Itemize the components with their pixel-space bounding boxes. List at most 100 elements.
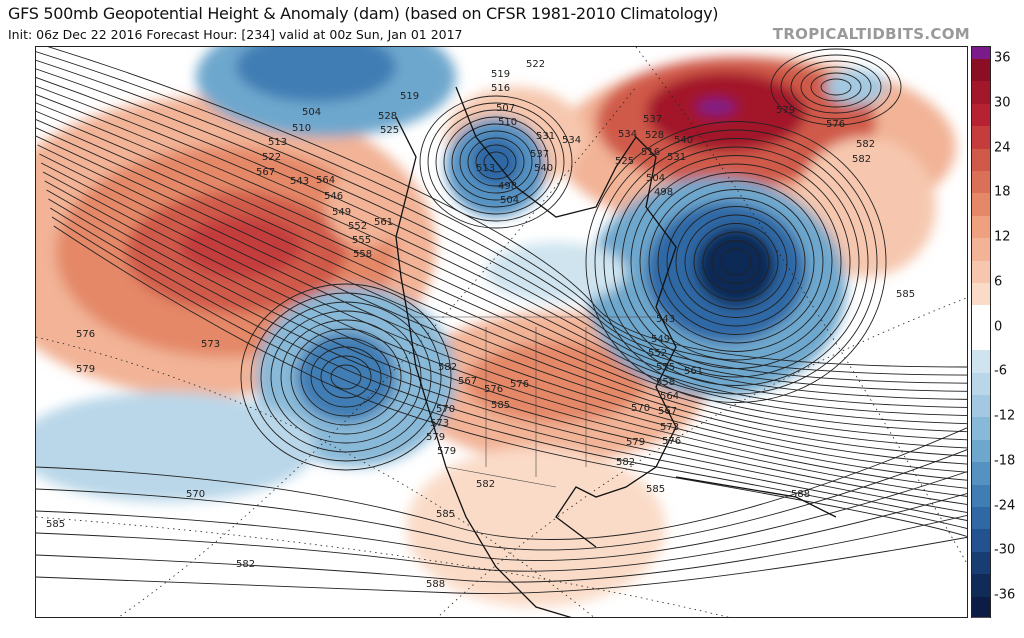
height-contour [711,240,761,284]
colorbar-segment [972,484,990,508]
contour-label: 582 [856,139,875,150]
colorbar-segment [972,574,990,598]
colorbar-segment [972,283,990,307]
colorbar-segment [972,148,990,172]
height-contour [39,153,967,473]
colorbar-segment [972,462,990,486]
colorbar-segment [972,372,990,396]
colorbar-segment [972,529,990,553]
height-contour [720,248,752,276]
height-contour [612,146,860,378]
contour-label: 576 [76,329,95,340]
height-contour [48,198,967,513]
map-title: GFS 500mb Geopotential Height & Anomaly … [8,4,719,23]
height-contour [435,109,557,215]
contour-label: 522 [526,59,545,70]
colorbar-segment [972,171,990,195]
contour-label: 582 [236,559,255,570]
height-contour [770,48,902,126]
contour-label: 561 [374,217,393,228]
grid-lines [36,47,967,617]
height-contour [36,127,967,449]
contour-label: 576 [826,119,845,130]
contour-label: 555 [656,362,675,373]
contour-label: 564 [316,175,335,186]
height-contour [36,427,967,540]
contour-label: 573 [660,422,679,433]
contour-label: 525 [380,125,399,136]
contour-label: 531 [667,152,686,163]
height-contour [240,283,452,471]
contour-label: 582 [438,362,457,373]
height-contour [630,163,842,361]
height-contour [666,197,806,327]
contour-label: 570 [436,404,455,415]
contour-labels: 5045105135225255285195195165075105134985… [46,59,915,590]
contour-label: 567 [256,167,275,178]
contour-label: 552 [648,348,667,359]
contour-label: 570 [631,403,650,414]
contour-label: 549 [651,334,670,345]
contour-label: 585 [46,519,65,530]
colorbar-segment [972,81,990,105]
height-contour [475,144,517,180]
height-contour [36,59,967,384]
height-contour [36,449,967,551]
height-anomaly-map: 504 510 513 522 525 528 519 519 516 507 510 513 498 5… [35,46,968,618]
contour-label: 579 [776,105,795,116]
contour-label: 498 [498,181,517,192]
height-contour [320,355,372,399]
height-contour [250,292,442,462]
contour-label: 582 [476,479,495,490]
contour-label: 540 [534,163,553,174]
height-contour [36,77,967,400]
contour-label: 582 [616,457,635,468]
height-contour [800,66,872,108]
colorbar-tick-label: -24 [994,498,1016,513]
anomaly-mexico [406,447,666,607]
height-contour [51,216,967,529]
height-contour [459,130,533,194]
contour-label: 582 [852,154,871,165]
height-contour [46,189,967,505]
colorbar-tick-label: -36 [994,587,1016,603]
colorbar-tick-label: -30 [994,542,1016,558]
height-contour [780,54,892,120]
contour-label: 510 [292,123,311,134]
colorbar-segment [972,417,990,441]
height-contour [603,138,869,386]
contour-label: 579 [437,446,456,457]
contour-label: 573 [201,339,220,350]
height-contour [820,78,852,96]
contour-label: 552 [348,221,367,232]
height-contour [260,301,432,453]
contour-label: 504 [302,107,321,118]
contour-label: 504 [646,173,665,184]
borders [406,316,656,488]
contour-label: 567 [658,406,677,417]
map-subtitle: Init: 06z Dec 22 2016 Forecast Hour: [23… [8,27,463,42]
height-contour [451,123,541,201]
contour-label: 519 [400,91,419,102]
height-contour [36,68,967,392]
colorbar-tick-label: -18 [994,453,1016,469]
height-contour [36,102,967,425]
contour-label: 543 [656,314,675,325]
contour-label: 588 [791,489,810,500]
contour-label: 522 [262,152,281,163]
colorbar-segment [972,305,990,329]
contour-label: 579 [626,437,645,448]
contour-label: 537 [530,149,549,160]
contour-label: 561 [684,366,703,377]
contour-label: 510 [498,117,517,128]
colorbar-segment [972,126,990,150]
contour-label: 516 [641,147,660,158]
contour-label: 498 [654,187,673,198]
contour-label: 534 [618,129,637,140]
colorbar [971,46,991,618]
height-contour [36,119,967,441]
height-contour [639,172,833,352]
contour-label: 525 [615,156,634,167]
height-contour [675,206,797,318]
contour-label: 585 [491,400,510,411]
